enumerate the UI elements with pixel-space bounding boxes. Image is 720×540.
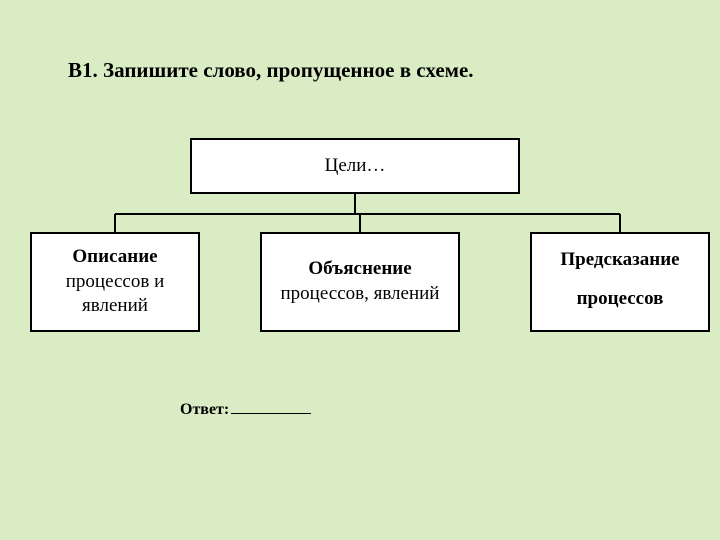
question-title: В1. Запишите слово, пропущенное в схеме.	[68, 58, 474, 83]
answer-label: Ответ:	[180, 401, 229, 419]
child-3-line2: процессов	[577, 287, 664, 312]
child-node-3: Предсказание процессов	[530, 232, 710, 332]
child-1-line3: явлений	[82, 294, 148, 319]
child-node-1: Описание процессов и явлений	[30, 232, 200, 332]
child-node-2: Объяснение процессов, явлений	[260, 232, 460, 332]
connector-lines	[0, 194, 720, 232]
child-1-line1: Описание	[72, 245, 157, 270]
child-2-line1: Объяснение	[308, 257, 411, 282]
child-2-line2: процессов, явлений	[281, 282, 440, 307]
child-3-line1: Предсказание	[560, 248, 679, 273]
root-node: Цели…	[190, 138, 520, 194]
child-1-line2: процессов и	[66, 270, 165, 295]
root-label: Цели…	[325, 154, 386, 179]
answer-row: Ответ:	[180, 400, 311, 419]
answer-blank[interactable]	[231, 400, 311, 414]
